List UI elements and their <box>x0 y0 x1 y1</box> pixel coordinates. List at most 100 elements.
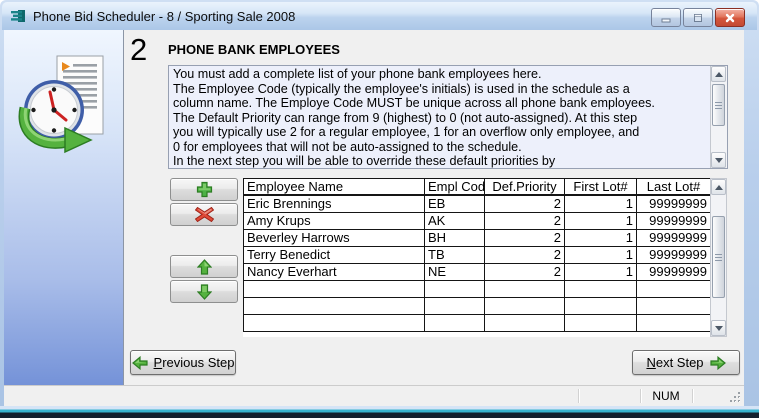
cell-empl-code[interactable]: EB <box>424 194 485 213</box>
statusbar-separator <box>692 389 693 403</box>
scroll-up-button[interactable] <box>711 66 726 82</box>
cell-employee-name[interactable]: Beverley Harrows <box>243 228 425 247</box>
column-header-last-lot[interactable]: Last Lot# <box>636 178 710 196</box>
previous-step-label: Previous Step <box>153 355 235 370</box>
column-header-def-priority[interactable]: Def.Priority <box>484 178 565 196</box>
triangle-up-icon <box>714 71 723 77</box>
plus-icon <box>196 181 212 198</box>
empty-cell[interactable] <box>424 296 485 315</box>
column-header-employee-name[interactable]: Employee Name <box>243 178 425 196</box>
empty-cell[interactable] <box>484 279 565 298</box>
grid-scroll-down-button[interactable] <box>711 320 726 336</box>
cell-first-lot[interactable]: 1 <box>564 262 637 281</box>
cell-employee-name[interactable]: Eric Brennings <box>243 194 425 213</box>
statusbar-separator <box>578 389 579 403</box>
cell-def-priority[interactable]: 2 <box>484 262 565 281</box>
grid-scrollbar[interactable] <box>710 178 727 337</box>
grid-header-row: Employee Name Empl Code Def.Priority Fir… <box>243 178 710 196</box>
empty-cell[interactable] <box>424 313 485 332</box>
cell-empl-code[interactable]: BH <box>424 228 485 247</box>
table-row: Beverley Harrows BH 2 1 99999999 <box>243 228 710 247</box>
cell-last-lot[interactable]: 99999999 <box>636 211 710 230</box>
app-icon[interactable] <box>10 8 27 24</box>
empty-cell[interactable] <box>424 279 485 298</box>
table-row-empty <box>243 313 710 332</box>
scroll-down-button[interactable] <box>711 152 726 168</box>
triangle-down-icon <box>714 325 723 331</box>
x-icon <box>194 207 214 222</box>
wizard-sidebar <box>4 30 124 386</box>
cell-last-lot[interactable]: 99999999 <box>636 245 710 264</box>
column-header-first-lot[interactable]: First Lot# <box>564 178 637 196</box>
previous-step-button[interactable]: Previous Step <box>130 350 236 375</box>
step-title: PHONE BANK EMPLOYEES <box>168 42 340 57</box>
arrow-left-icon <box>131 355 148 370</box>
empty-cell[interactable] <box>243 279 425 298</box>
empty-cell[interactable] <box>564 313 637 332</box>
empty-cell[interactable] <box>636 296 710 315</box>
close-icon <box>725 13 735 22</box>
instructions-scrollbar[interactable] <box>710 66 727 168</box>
table-row: Eric Brennings EB 2 1 99999999 <box>243 194 710 213</box>
minimize-button[interactable] <box>651 8 681 27</box>
cell-employee-name[interactable]: Terry Benedict <box>243 245 425 264</box>
maximize-icon <box>694 13 702 22</box>
triangle-up-icon <box>714 184 723 190</box>
delete-employee-button[interactable] <box>170 203 238 226</box>
maximize-button[interactable] <box>683 8 713 27</box>
triangle-down-icon <box>714 157 723 163</box>
empty-cell[interactable] <box>636 313 710 332</box>
cell-empl-code[interactable]: TB <box>424 245 485 264</box>
cell-first-lot[interactable]: 1 <box>564 194 637 213</box>
minimize-icon <box>661 18 671 22</box>
grid-scroll-up-button[interactable] <box>711 179 726 195</box>
next-step-label: Next Step <box>646 355 704 370</box>
cell-last-lot[interactable]: 99999999 <box>636 194 710 213</box>
cell-def-priority[interactable]: 2 <box>484 228 565 247</box>
grid-scrollbar-thumb[interactable] <box>712 216 725 298</box>
title-bar: Phone Bid Scheduler - 8 / Sporting Sale … <box>2 2 757 30</box>
num-lock-indicator: NUM <box>652 389 680 403</box>
cell-empl-code[interactable]: AK <box>424 211 485 230</box>
cell-empl-code[interactable]: NE <box>424 262 485 281</box>
empty-cell[interactable] <box>564 279 637 298</box>
arrow-up-icon <box>196 258 212 275</box>
thumb-grip-icon <box>715 256 722 258</box>
column-header-empl-code[interactable]: Empl Code <box>424 178 485 196</box>
add-employee-button[interactable] <box>170 178 238 201</box>
scheduler-clock-icon <box>18 55 104 154</box>
empty-cell[interactable] <box>243 296 425 315</box>
resize-grip-icon[interactable] <box>728 390 741 403</box>
table-row-empty <box>243 296 710 315</box>
empty-cell[interactable] <box>484 296 565 315</box>
next-step-button[interactable]: Next Step <box>632 350 740 375</box>
empty-cell[interactable] <box>484 313 565 332</box>
instruction-box: You must add a complete list of your pho… <box>168 65 728 169</box>
arrow-down-icon <box>196 283 212 300</box>
empty-cell[interactable] <box>636 279 710 298</box>
arrow-right-icon <box>709 355 726 370</box>
cell-first-lot[interactable]: 1 <box>564 245 637 264</box>
scrollbar-thumb[interactable] <box>712 84 725 126</box>
window-bottom-border <box>0 406 759 418</box>
move-up-button[interactable] <box>170 255 238 278</box>
table-row: Nancy Everhart NE 2 1 99999999 <box>243 262 710 281</box>
empty-cell[interactable] <box>243 313 425 332</box>
status-bar: NUM <box>4 385 744 406</box>
cell-last-lot[interactable]: 99999999 <box>636 228 710 247</box>
cell-employee-name[interactable]: Nancy Everhart <box>243 262 425 281</box>
instructions-text: You must add a complete list of your pho… <box>173 67 655 168</box>
close-button[interactable] <box>715 8 745 27</box>
cell-first-lot[interactable]: 1 <box>564 211 637 230</box>
move-down-button[interactable] <box>170 280 238 303</box>
cell-first-lot[interactable]: 1 <box>564 228 637 247</box>
cell-employee-name[interactable]: Amy Krups <box>243 211 425 230</box>
cell-def-priority[interactable]: 2 <box>484 194 565 213</box>
table-row: Amy Krups AK 2 1 99999999 <box>243 211 710 230</box>
cell-last-lot[interactable]: 99999999 <box>636 262 710 281</box>
cell-def-priority[interactable]: 2 <box>484 245 565 264</box>
empty-cell[interactable] <box>564 296 637 315</box>
table-row-empty <box>243 279 710 298</box>
cell-def-priority[interactable]: 2 <box>484 211 565 230</box>
